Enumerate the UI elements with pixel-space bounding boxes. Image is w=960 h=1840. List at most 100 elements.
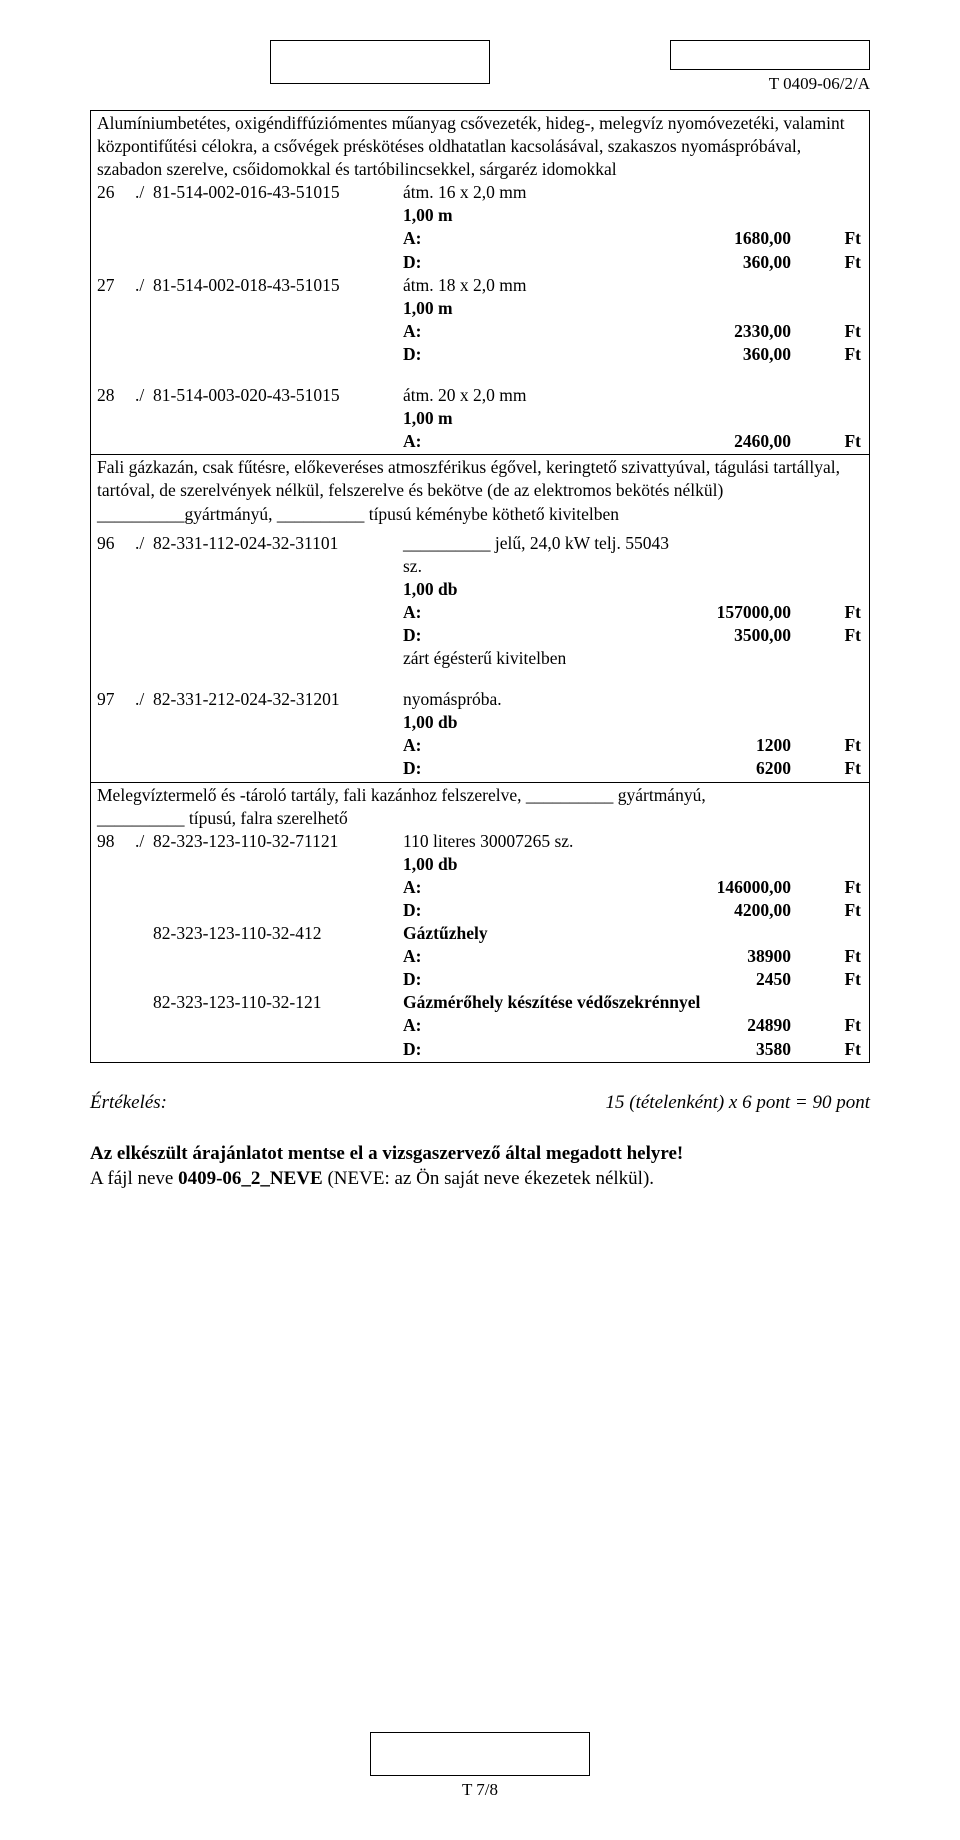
item-28-qty: 1,00 m bbox=[97, 407, 863, 430]
price-d: 3580 bbox=[451, 1038, 791, 1061]
item-28-a: A: 2460,00 Ft bbox=[97, 430, 863, 453]
item-96-a: A: 157000,00 Ft bbox=[97, 601, 863, 624]
price-a: 1680,00 bbox=[451, 227, 791, 250]
price-unit: Ft bbox=[791, 757, 861, 780]
qty-value: 1,00 m bbox=[403, 204, 453, 227]
item-code: 82-323-123-110-32-71121 bbox=[153, 830, 403, 853]
item-26-row: 26 ./ 81-514-002-016-43-51015 átm. 16 x … bbox=[97, 181, 863, 204]
item-27-qty: 1,00 m bbox=[97, 297, 863, 320]
sub1-desc: Gáztűzhely bbox=[403, 922, 863, 945]
item-slash: ./ bbox=[135, 532, 153, 555]
item-code: 81-514-003-020-43-51015 bbox=[153, 384, 403, 407]
item-slash: ./ bbox=[135, 830, 153, 853]
item-98-a: A: 146000,00 Ft bbox=[97, 876, 863, 899]
price-a: 24890 bbox=[451, 1014, 791, 1037]
header-region: T 0409-06/2/A bbox=[90, 40, 870, 100]
price-unit: Ft bbox=[791, 968, 861, 991]
footer-box bbox=[370, 1732, 590, 1776]
price-label-a: A: bbox=[403, 945, 451, 968]
price-a: 2460,00 bbox=[451, 430, 791, 453]
item-27-d: D: 360,00 Ft bbox=[97, 343, 863, 366]
final-line2: A fájl neve 0409-06_2_NEVE (NEVE: az Ön … bbox=[90, 1166, 870, 1192]
item-code: 81-514-002-016-43-51015 bbox=[153, 181, 403, 204]
price-unit: Ft bbox=[791, 251, 861, 274]
qty-value: 1,00 m bbox=[403, 407, 453, 430]
price-a: 2330,00 bbox=[451, 320, 791, 343]
page: T 0409-06/2/A Alumíniumbetétes, oxigéndi… bbox=[0, 0, 960, 1840]
price-label-a: A: bbox=[403, 601, 451, 624]
sub1-a: A: 38900 Ft bbox=[97, 945, 863, 968]
price-unit: Ft bbox=[791, 320, 861, 343]
price-unit: Ft bbox=[791, 734, 861, 757]
price-a: 1200 bbox=[451, 734, 791, 757]
item-code: 81-514-002-018-43-51015 bbox=[153, 274, 403, 297]
final-line1: Az elkészült árajánlatot mentse el a viz… bbox=[90, 1141, 870, 1167]
price-d: 2450 bbox=[451, 968, 791, 991]
item-27-a: A: 2330,00 Ft bbox=[97, 320, 863, 343]
sub2-row: 82-323-123-110-32-121 Gázmérőhely készít… bbox=[97, 991, 863, 1014]
item-num: 28 bbox=[97, 384, 135, 407]
price-unit: Ft bbox=[791, 1038, 861, 1061]
price-unit: Ft bbox=[791, 343, 861, 366]
item-num: 26 bbox=[97, 181, 135, 204]
qty-value: 1,00 m bbox=[403, 297, 453, 320]
sub2-desc: Gázmérőhely készítése védőszekrénnyel bbox=[403, 991, 863, 1014]
item-desc: 110 literes 30007265 sz. bbox=[403, 830, 863, 853]
item-97-qty: 1,00 db bbox=[97, 711, 863, 734]
price-d: 360,00 bbox=[451, 343, 791, 366]
price-label-a: A: bbox=[403, 430, 451, 453]
item-96-d: D: 3500,00 Ft bbox=[97, 624, 863, 647]
price-label-d: D: bbox=[403, 757, 451, 780]
item-98-qty: 1,00 db bbox=[97, 853, 863, 876]
item-code: 82-331-212-024-32-31201 bbox=[153, 688, 403, 711]
price-label-a: A: bbox=[403, 876, 451, 899]
price-a: 146000,00 bbox=[451, 876, 791, 899]
item-28-row: 28 ./ 81-514-003-020-43-51015 átm. 20 x … bbox=[97, 384, 863, 407]
item-code: 82-331-112-024-32-31101 bbox=[153, 532, 403, 555]
header-box-left bbox=[270, 40, 490, 84]
price-d: 360,00 bbox=[451, 251, 791, 274]
footer: T 7/8 bbox=[90, 1732, 870, 1800]
item-26-d: D: 360,00 Ft bbox=[97, 251, 863, 274]
qty-value: 1,00 db bbox=[403, 578, 457, 601]
section4-intro2: __________ típusú, falra szerelhető bbox=[97, 807, 863, 830]
price-unit: Ft bbox=[791, 945, 861, 968]
price-unit: Ft bbox=[791, 899, 861, 922]
item-96-qty: 1,00 db bbox=[97, 578, 863, 601]
item-26-a: A: 1680,00 Ft bbox=[97, 227, 863, 250]
price-d: 3500,00 bbox=[451, 624, 791, 647]
price-unit: Ft bbox=[791, 876, 861, 899]
qty-value: 1,00 db bbox=[403, 853, 457, 876]
price-label-d: D: bbox=[403, 968, 451, 991]
item-27-row: 27 ./ 81-514-002-018-43-51015 átm. 18 x … bbox=[97, 274, 863, 297]
price-unit: Ft bbox=[791, 430, 861, 453]
item-desc: __________ jelű, 24,0 kW telj. 55043 bbox=[403, 532, 863, 555]
item-desc: átm. 20 x 2,0 mm bbox=[403, 384, 863, 407]
header-box-right bbox=[670, 40, 870, 70]
sub2-d: D: 3580 Ft bbox=[97, 1038, 863, 1061]
content: Alumíniumbetétes, oxigéndiffúziómentes m… bbox=[90, 110, 870, 1192]
qty-value: 1,00 db bbox=[403, 711, 457, 734]
item-desc: átm. 18 x 2,0 mm bbox=[403, 274, 863, 297]
sub1-code: 82-323-123-110-32-412 bbox=[153, 922, 403, 945]
document-id: T 0409-06/2/A bbox=[769, 74, 870, 94]
final-instructions: Az elkészült árajánlatot mentse el a viz… bbox=[90, 1141, 870, 1192]
price-label-d: D: bbox=[403, 343, 451, 366]
item-96-row: 96 ./ 82-331-112-024-32-31101 __________… bbox=[97, 532, 863, 555]
price-label-a: A: bbox=[403, 1014, 451, 1037]
item-96-extra: zárt égésterű kivitelben bbox=[97, 647, 863, 670]
price-label-d: D: bbox=[403, 251, 451, 274]
item-num: 98 bbox=[97, 830, 135, 853]
price-label-d: D: bbox=[403, 899, 451, 922]
section-1: Alumíniumbetétes, oxigéndiffúziómentes m… bbox=[90, 110, 870, 455]
sub1-d: D: 2450 Ft bbox=[97, 968, 863, 991]
item-desc: nyomáspróba. bbox=[403, 688, 863, 711]
item-num: 97 bbox=[97, 688, 135, 711]
item-97-d: D: 6200 Ft bbox=[97, 757, 863, 780]
item-97-a: A: 1200 Ft bbox=[97, 734, 863, 757]
price-a: 38900 bbox=[451, 945, 791, 968]
price-label-a: A: bbox=[403, 320, 451, 343]
sub2-a: A: 24890 Ft bbox=[97, 1014, 863, 1037]
item-num: 96 bbox=[97, 532, 135, 555]
sub1-row: 82-323-123-110-32-412 Gáztűzhely bbox=[97, 922, 863, 945]
